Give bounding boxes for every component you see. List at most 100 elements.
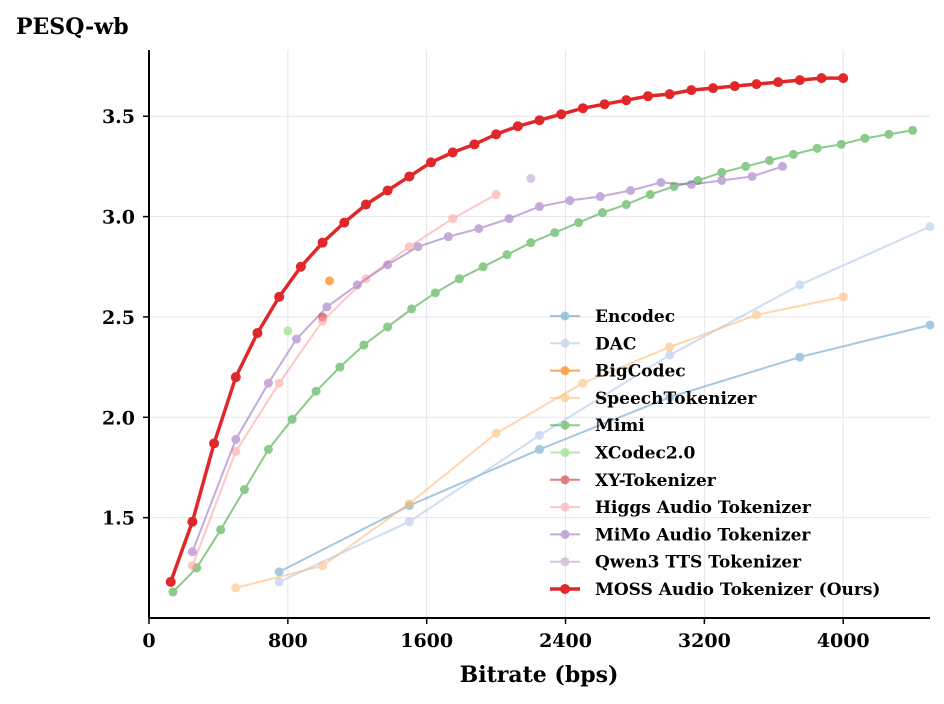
series-speechtokenizer xyxy=(231,292,848,593)
series-dac xyxy=(274,222,935,587)
legend-swatch xyxy=(550,529,580,539)
y-axis-title: PESQ-wb xyxy=(16,14,129,40)
data-point xyxy=(491,129,502,140)
data-point xyxy=(491,428,501,438)
x-axis-title: Bitrate (bps) xyxy=(460,662,619,688)
series-moss-audio-tokenizer-ours xyxy=(165,73,849,587)
legend-label: XCodec2.0 xyxy=(595,444,696,464)
x-tick-label: 4000 xyxy=(817,630,870,652)
data-point xyxy=(404,171,415,182)
series-bigcodec xyxy=(324,276,334,286)
legend-label: BigCodec xyxy=(595,362,686,382)
data-point xyxy=(230,372,241,383)
data-point xyxy=(795,280,805,290)
data-point xyxy=(404,499,414,509)
data-point xyxy=(187,561,197,571)
legend-item-xy-tokenizer: XY-Tokenizer xyxy=(550,471,717,491)
series-mimi xyxy=(168,125,918,597)
data-point xyxy=(526,238,536,248)
data-point xyxy=(274,577,284,587)
data-point xyxy=(773,77,784,88)
data-point xyxy=(335,362,345,372)
data-point xyxy=(665,342,675,352)
y-tick-label: 1.5 xyxy=(102,508,135,530)
data-point xyxy=(324,276,334,286)
data-point xyxy=(165,576,176,587)
data-point xyxy=(274,567,284,577)
data-point xyxy=(360,199,371,210)
legend-label: DAC xyxy=(595,334,636,354)
x-tick-label: 800 xyxy=(268,630,308,652)
data-point xyxy=(469,139,480,150)
data-point xyxy=(884,129,894,139)
data-point xyxy=(741,161,751,171)
data-point xyxy=(407,304,417,314)
data-point xyxy=(664,89,675,100)
data-point xyxy=(448,214,458,224)
data-point xyxy=(908,125,918,135)
series-line xyxy=(191,193,497,567)
data-point xyxy=(535,430,544,440)
legend-item-qwen3-tts-tokenizer: Qwen3 TTS Tokenizer xyxy=(550,553,802,573)
data-point xyxy=(860,133,870,143)
legend-item-speechtokenizer: SpeechTokenizer xyxy=(550,389,757,409)
data-point xyxy=(216,525,226,535)
data-point xyxy=(777,161,787,171)
data-point xyxy=(535,202,544,212)
y-tick-label: 2.5 xyxy=(102,307,135,329)
legend-label: Mimi xyxy=(595,416,645,436)
data-point xyxy=(574,218,584,228)
data-point xyxy=(317,237,328,248)
data-point xyxy=(526,173,536,183)
series-line xyxy=(235,295,844,589)
data-point xyxy=(239,485,249,495)
data-point xyxy=(512,121,523,132)
data-point xyxy=(816,73,827,84)
data-point xyxy=(838,292,848,302)
data-point xyxy=(209,438,220,449)
data-point xyxy=(352,280,362,290)
data-point xyxy=(550,228,560,238)
data-point xyxy=(274,291,285,302)
legend-swatch xyxy=(550,420,580,430)
legend-swatch xyxy=(550,502,580,512)
data-point xyxy=(263,444,273,454)
legend-item-moss-audio-tokenizer-ours: MOSS Audio Tokenizer (Ours) xyxy=(550,580,880,600)
data-point xyxy=(252,327,263,338)
data-point xyxy=(491,190,501,200)
data-point xyxy=(274,378,284,388)
legend-label: Higgs Audio Tokenizer xyxy=(595,498,812,518)
data-point xyxy=(454,274,464,284)
data-point xyxy=(708,83,719,94)
data-point xyxy=(556,109,567,120)
legend-swatch xyxy=(550,475,580,485)
legend-label: MOSS Audio Tokenizer (Ours) xyxy=(595,580,880,600)
legend-swatch xyxy=(550,366,580,376)
data-point xyxy=(812,143,822,153)
data-point xyxy=(318,561,328,571)
data-point xyxy=(598,208,608,218)
data-point xyxy=(263,378,273,388)
data-point xyxy=(751,310,761,320)
data-point xyxy=(788,149,798,159)
data-point xyxy=(578,378,588,388)
legend-item-encodec: Encodec xyxy=(550,307,675,327)
data-point xyxy=(502,250,512,260)
data-point xyxy=(168,587,178,597)
legend-label: Qwen3 TTS Tokenizer xyxy=(595,553,802,573)
data-point xyxy=(599,99,610,110)
data-point xyxy=(359,340,369,350)
data-point xyxy=(925,320,935,330)
data-point xyxy=(430,288,440,298)
data-point xyxy=(794,75,805,86)
data-point xyxy=(383,260,393,270)
series-xcodec2-0 xyxy=(283,326,293,336)
legend-item-xcodec2-0: XCodec2.0 xyxy=(550,444,696,464)
data-point xyxy=(764,155,774,165)
data-point xyxy=(474,224,484,234)
data-point xyxy=(287,414,297,424)
data-point xyxy=(478,262,488,272)
data-point xyxy=(187,547,197,557)
data-point xyxy=(231,434,241,444)
